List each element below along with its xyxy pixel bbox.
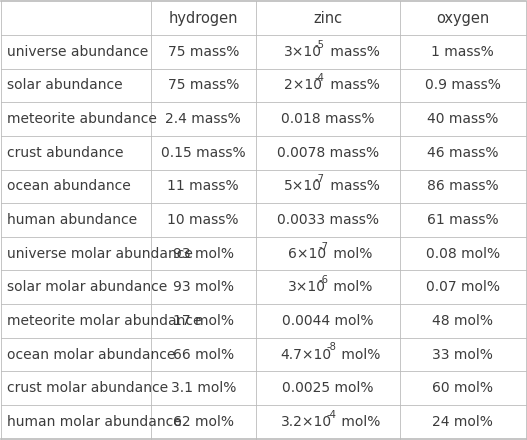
Text: 60 mol%: 60 mol%: [432, 381, 493, 395]
Text: 1 mass%: 1 mass%: [431, 45, 494, 59]
Text: 93 mol%: 93 mol%: [173, 280, 233, 294]
Text: 10 mass%: 10 mass%: [168, 213, 239, 227]
Text: 0.0044 mol%: 0.0044 mol%: [282, 314, 374, 328]
Text: 40 mass%: 40 mass%: [427, 112, 499, 126]
Text: 3×10: 3×10: [284, 45, 322, 59]
Text: 61 mass%: 61 mass%: [427, 213, 499, 227]
Text: 0.07 mol%: 0.07 mol%: [426, 280, 500, 294]
Text: ocean molar abundance: ocean molar abundance: [7, 348, 175, 362]
Text: 0.9 mass%: 0.9 mass%: [425, 78, 501, 92]
Text: ocean abundance: ocean abundance: [7, 180, 130, 193]
Text: 3×10: 3×10: [288, 280, 326, 294]
Text: 0.08 mol%: 0.08 mol%: [426, 247, 500, 260]
Text: -4: -4: [315, 73, 325, 84]
Text: universe molar abundance: universe molar abundance: [7, 247, 192, 260]
Text: crust abundance: crust abundance: [7, 146, 123, 160]
Text: 66 mol%: 66 mol%: [173, 348, 234, 362]
Text: crust molar abundance: crust molar abundance: [7, 381, 168, 395]
Text: human abundance: human abundance: [7, 213, 136, 227]
Text: mol%: mol%: [329, 280, 373, 294]
Text: 24 mol%: 24 mol%: [432, 415, 493, 429]
Text: mass%: mass%: [326, 45, 379, 59]
Text: 3.1 mol%: 3.1 mol%: [171, 381, 236, 395]
Text: 0.018 mass%: 0.018 mass%: [281, 112, 375, 126]
Text: -5: -5: [315, 40, 325, 50]
Text: meteorite abundance: meteorite abundance: [7, 112, 157, 126]
Text: 3.2×10: 3.2×10: [280, 415, 331, 429]
Text: 46 mass%: 46 mass%: [427, 146, 499, 160]
Text: 0.0033 mass%: 0.0033 mass%: [277, 213, 379, 227]
Text: 62 mol%: 62 mol%: [173, 415, 233, 429]
Text: mol%: mol%: [337, 415, 380, 429]
Text: -8: -8: [326, 342, 336, 352]
Text: 48 mol%: 48 mol%: [432, 314, 493, 328]
Text: hydrogen: hydrogen: [169, 11, 238, 26]
Text: 75 mass%: 75 mass%: [168, 78, 239, 92]
Text: -7: -7: [315, 174, 325, 184]
Text: solar molar abundance: solar molar abundance: [7, 280, 167, 294]
Text: solar abundance: solar abundance: [7, 78, 122, 92]
Text: 86 mass%: 86 mass%: [427, 180, 499, 193]
Text: 0.15 mass%: 0.15 mass%: [161, 146, 246, 160]
Text: 6×10: 6×10: [288, 247, 326, 260]
Text: mass%: mass%: [326, 180, 379, 193]
Text: -4: -4: [326, 410, 336, 420]
Text: universe abundance: universe abundance: [7, 45, 148, 59]
Text: -7: -7: [318, 242, 328, 252]
Text: 93 mol%: 93 mol%: [173, 247, 233, 260]
Text: meteorite molar abundance: meteorite molar abundance: [7, 314, 201, 328]
Text: human molar abundance: human molar abundance: [7, 415, 181, 429]
Text: 0.0025 mol%: 0.0025 mol%: [282, 381, 374, 395]
Text: 4.7×10: 4.7×10: [280, 348, 331, 362]
Text: 75 mass%: 75 mass%: [168, 45, 239, 59]
Text: 17 mol%: 17 mol%: [173, 314, 233, 328]
Text: -6: -6: [318, 275, 328, 285]
Text: 2.4 mass%: 2.4 mass%: [165, 112, 241, 126]
Text: 5×10: 5×10: [284, 180, 322, 193]
Text: 0.0078 mass%: 0.0078 mass%: [277, 146, 379, 160]
Text: mol%: mol%: [337, 348, 380, 362]
Text: oxygen: oxygen: [436, 11, 490, 26]
Text: mol%: mol%: [329, 247, 373, 260]
Text: 2×10: 2×10: [284, 78, 322, 92]
Text: zinc: zinc: [313, 11, 342, 26]
Text: 33 mol%: 33 mol%: [432, 348, 493, 362]
Text: 11 mass%: 11 mass%: [168, 180, 239, 193]
Text: mass%: mass%: [326, 78, 379, 92]
